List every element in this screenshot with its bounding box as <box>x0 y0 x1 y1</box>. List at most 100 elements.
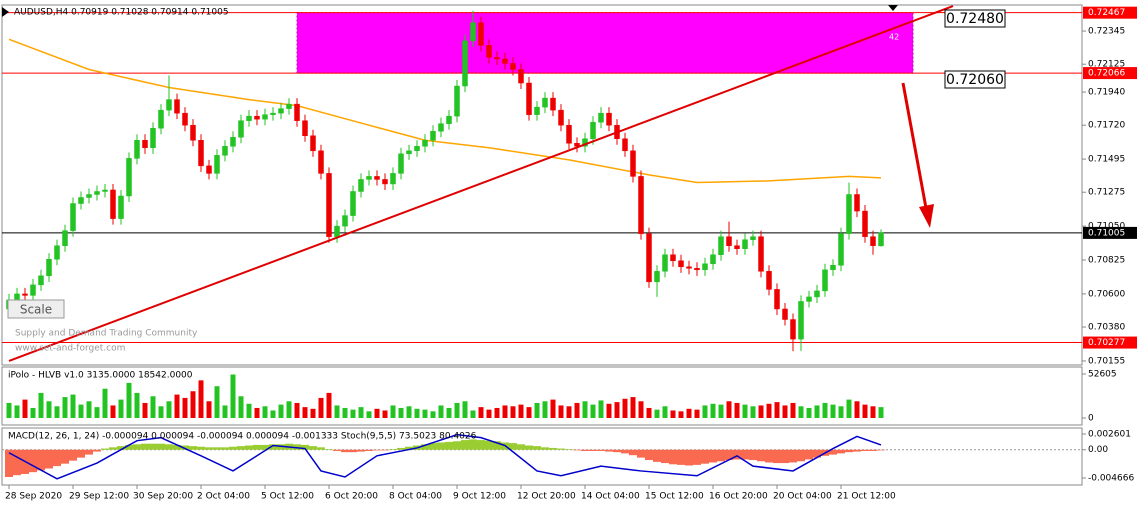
scale-button-frame[interactable] <box>7 299 65 319</box>
macd-bar <box>533 446 541 450</box>
volume-bar <box>206 401 212 418</box>
macd-bar <box>853 449 861 452</box>
macd-bar <box>461 440 469 450</box>
candle-body <box>470 22 476 42</box>
arrow-head <box>919 204 934 228</box>
macd-bar <box>733 449 741 460</box>
macd-bar <box>341 449 349 453</box>
volume-bar <box>686 408 692 418</box>
candle-body <box>38 275 44 286</box>
volume-bar <box>438 405 444 418</box>
candle-body <box>318 150 324 174</box>
candle-body <box>622 138 628 152</box>
macd-bar <box>693 449 701 465</box>
volume-bar <box>542 401 548 418</box>
x-tick-label: 29 Sep 12:00 <box>69 492 129 502</box>
candle-body <box>590 121 596 140</box>
volume-bar <box>694 409 700 418</box>
candle-body <box>310 135 316 152</box>
macd-bar <box>133 444 141 450</box>
volume-bar <box>806 407 812 418</box>
macd-line <box>8 433 882 480</box>
macd-bar <box>813 449 821 458</box>
volume-bar <box>102 388 108 418</box>
candle-body <box>854 194 860 212</box>
trendline <box>8 5 954 362</box>
macd-bar <box>493 441 501 450</box>
macd-bar <box>77 449 85 458</box>
price-label: 0.72467 <box>1088 8 1125 18</box>
main-plot: 42 <box>2 10 1082 352</box>
volume-bar <box>782 405 788 418</box>
candle-body <box>438 123 444 132</box>
macd-bar <box>565 449 573 450</box>
candle-body <box>158 109 164 129</box>
macd-bar <box>213 447 221 450</box>
volume-bar <box>190 391 196 418</box>
candle-body <box>494 57 500 60</box>
volume-bar <box>862 404 868 418</box>
candle-body <box>830 265 836 271</box>
macd-bar <box>837 449 845 454</box>
volume-bar <box>78 404 84 418</box>
volume-bar <box>630 397 636 418</box>
candle-body <box>646 233 652 283</box>
macd-bar <box>165 444 173 450</box>
candle-body <box>550 97 556 111</box>
macd-bar <box>109 447 117 450</box>
volume-bar <box>718 404 724 418</box>
annotation: 0.72060 <box>946 72 1004 88</box>
candle-body <box>598 112 604 123</box>
macd-bar <box>245 445 253 450</box>
x-tick-label: 28 Sep 2020 <box>5 492 62 502</box>
candle-body <box>846 194 852 234</box>
macd-bar <box>517 444 525 450</box>
candle-body <box>630 150 636 177</box>
macd-bar <box>69 449 77 461</box>
macd-bar <box>5 449 13 477</box>
x-tick-label: 14 Oct 04:00 <box>581 492 640 502</box>
scale-button-label[interactable]: Scale <box>20 303 52 317</box>
volume-bar <box>702 405 708 418</box>
volume-bar <box>798 406 804 418</box>
scale-button[interactable]: Scale <box>7 299 65 319</box>
candle-body <box>166 99 172 111</box>
macd-bar <box>749 449 757 461</box>
candle-body <box>190 124 196 141</box>
macd-bar <box>685 449 693 466</box>
macd-bar <box>53 449 61 467</box>
volume-bar <box>470 410 476 418</box>
x-tick-label: 6 Oct 20:00 <box>325 492 378 502</box>
macd-bar <box>509 443 517 450</box>
candle-body <box>758 236 764 272</box>
macd-bar <box>557 448 565 450</box>
volume-bar <box>262 406 268 418</box>
candle-body <box>518 69 524 84</box>
candle-body <box>342 215 348 227</box>
macd-bar <box>45 449 53 469</box>
candle-body <box>254 115 260 120</box>
candle-body <box>782 308 788 320</box>
y-tick-label: 0.71050 <box>1088 222 1125 232</box>
macd-bar <box>349 449 357 453</box>
volume-bar <box>790 402 796 418</box>
macd-bar <box>317 447 325 450</box>
volume-bar <box>254 407 260 418</box>
macd-bar <box>701 449 709 464</box>
candle-body <box>214 155 220 174</box>
candle-body <box>78 197 84 204</box>
candle-body <box>246 115 252 121</box>
candle-body <box>422 140 428 147</box>
macd-bar <box>829 449 837 455</box>
y-tick-label: 0.71275 <box>1088 188 1125 198</box>
volume-bar <box>342 407 348 418</box>
volume-bar <box>598 400 604 418</box>
macd-bar <box>221 447 229 450</box>
candle-body <box>558 109 564 126</box>
y-tick-label: 0.70825 <box>1088 256 1125 266</box>
volume-bar <box>14 405 20 418</box>
volume-bar <box>198 380 204 418</box>
volume-bar <box>238 396 244 418</box>
volume-bar <box>126 382 132 418</box>
